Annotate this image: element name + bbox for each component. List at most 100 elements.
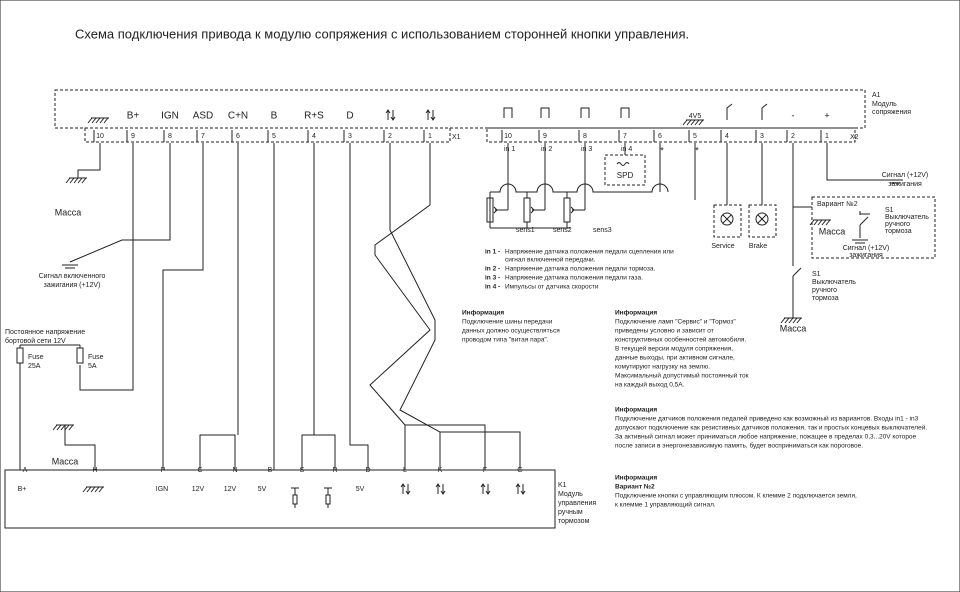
switch-label: ручного — [812, 287, 837, 294]
arrow-symbol — [400, 483, 406, 488]
arrow-symbol — [430, 116, 436, 121]
pin-letter: D — [365, 467, 370, 474]
pin-letter: S — [300, 467, 305, 474]
wire — [64, 425, 96, 470]
signal-label: 4V5 — [689, 113, 702, 120]
pin-number: 10 — [96, 133, 104, 140]
info-text: комутируют нагрузку на землю. — [615, 364, 710, 371]
legend-key: in 2 - — [485, 266, 500, 273]
wire — [349, 143, 369, 470]
info-text: проводом типа "витая пара". — [462, 337, 549, 344]
ground-symbol — [60, 424, 66, 431]
ground-symbol — [825, 219, 831, 226]
info-text: конструктивных особенностей автомобиля. — [615, 336, 746, 344]
legend-key: in 4 - — [485, 284, 500, 291]
ground-symbol — [103, 117, 109, 124]
spd-label: SPD — [617, 171, 634, 180]
pin-letter: L — [403, 467, 407, 474]
lamp — [755, 212, 769, 226]
module-name: Модуль — [872, 101, 897, 108]
wire — [162, 143, 204, 470]
lamp-symbol — [726, 103, 733, 120]
legend-text: Импульсы от датчика скорости — [505, 284, 599, 291]
info-title: Информация — [615, 475, 657, 482]
input-label: in 1 — [504, 146, 515, 153]
legend-key: in 1 - — [485, 249, 500, 256]
ground-symbol — [686, 119, 692, 126]
connector-label: X2 — [850, 134, 859, 141]
fuse-rating: 25A — [28, 363, 41, 370]
pin-letter: B — [268, 467, 273, 474]
info-text: В текущей версии модуля сопряжения, — [615, 345, 733, 353]
signal-label: IGN — [161, 111, 179, 122]
arrow-symbol — [425, 109, 431, 114]
switch-label: ручного — [885, 221, 910, 228]
pin-number: 5 — [272, 133, 276, 140]
legend-key: in 3 - — [485, 275, 500, 282]
lamp — [720, 212, 734, 226]
resistor-symbol — [292, 494, 298, 505]
ground-symbol — [64, 424, 70, 431]
info-title: Информация — [462, 310, 504, 317]
title: Схема подключения привода к модулю сопря… — [75, 26, 689, 41]
ignition-label: Сигнал включенного — [39, 273, 106, 280]
lamp-symbol — [761, 103, 768, 120]
pin-number: 4 — [725, 133, 729, 140]
ground-symbol — [682, 119, 688, 126]
ground-symbol — [821, 219, 827, 226]
pin-letter: P — [161, 467, 166, 474]
arrow-symbol — [385, 109, 391, 114]
ground-symbol — [792, 317, 798, 324]
marker: * — [695, 145, 699, 155]
sensor-bus — [490, 183, 669, 193]
signal-label: C+N — [228, 111, 248, 122]
lamp — [757, 214, 767, 224]
info-text: на каждый выход 0,5А. — [615, 381, 685, 389]
info-text: допускают подключение как резистивных да… — [615, 424, 927, 432]
ground-symbol — [698, 119, 704, 126]
signal-label: ASD — [193, 111, 214, 122]
module-name: управления — [558, 500, 596, 507]
wire — [77, 143, 101, 178]
module-name: ручным — [558, 509, 583, 516]
signal-label: + — [824, 110, 829, 120]
fuse-label: Fuse — [28, 354, 44, 361]
supply-label: бортовой сети 12V — [5, 337, 66, 345]
module-label: A1 — [872, 92, 881, 99]
wire — [301, 434, 336, 470]
sensor-label: sens3 — [593, 227, 612, 234]
pin-number: 3 — [348, 133, 352, 140]
pin-number: 9 — [543, 133, 547, 140]
ground-symbol — [52, 424, 58, 431]
fuse-label: Fuse — [88, 354, 104, 361]
sensor-symbol — [503, 107, 513, 118]
wiper — [570, 206, 575, 214]
pin-number: 8 — [168, 133, 172, 140]
pin-letter: A — [23, 467, 28, 474]
ground-symbol — [813, 219, 819, 226]
pin-number: 6 — [236, 133, 240, 140]
sensor-symbol — [580, 107, 590, 118]
pin-letter: N — [232, 467, 237, 474]
ground-label: Масса — [819, 226, 846, 236]
pin-letter: F — [483, 467, 487, 474]
pin-number: 2 — [388, 133, 392, 140]
ignition-label: зажигания — [888, 181, 922, 188]
supply-label: Постоянное напряжение — [5, 329, 85, 336]
wire — [79, 143, 134, 391]
ground-symbol — [788, 317, 794, 324]
info-title: Информация — [615, 310, 657, 317]
info-text: Подключение кнопки с управляющим плюсом.… — [615, 493, 857, 500]
wire — [69, 143, 171, 263]
info-subtitle: Вариант №2 — [615, 484, 655, 491]
pin-label: B+ — [18, 486, 27, 493]
module-name: Модуль — [558, 491, 583, 498]
ground-label: Масса — [52, 456, 79, 466]
legend-text: Напряжение датчика положения педали сцеп… — [505, 249, 674, 256]
pin-number: 4 — [312, 133, 316, 140]
sensor-symbol — [620, 107, 630, 118]
wire — [440, 431, 521, 470]
module-label: K1 — [558, 482, 567, 489]
ground-symbol — [77, 177, 83, 184]
ground-symbol — [73, 177, 79, 184]
